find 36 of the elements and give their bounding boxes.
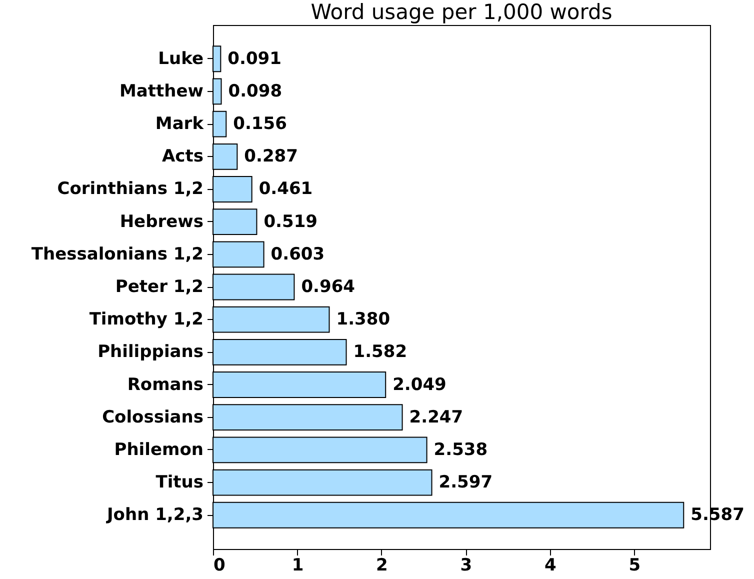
data-label: 0.091 xyxy=(228,48,282,69)
y-tick-label: Hebrews xyxy=(120,212,204,232)
data-label: 0.603 xyxy=(270,244,325,264)
data-label: 0.098 xyxy=(228,81,282,102)
y-tick-label: Mark xyxy=(155,114,204,134)
data-label: 2.247 xyxy=(409,407,464,428)
y-tick-label: Philippians xyxy=(98,342,204,362)
chart-title: Word usage per 1,000 words xyxy=(310,0,612,24)
data-label: 2.049 xyxy=(392,374,446,395)
data-label: 1.380 xyxy=(336,310,390,330)
y-tick-label: Titus xyxy=(156,472,204,493)
y-tick-label: Timothy 1,2 xyxy=(89,310,204,330)
y-tick-label: Luke xyxy=(158,48,204,69)
y-tick-label: Philemon xyxy=(114,440,204,460)
x-tick-label: 3 xyxy=(460,556,472,576)
y-tick-label: Romans xyxy=(127,374,204,395)
x-tick-label: 2 xyxy=(376,556,388,576)
data-label: 0.287 xyxy=(244,146,298,167)
data-label: 0.964 xyxy=(301,277,356,297)
x-tick-label: 0 xyxy=(214,556,226,576)
x-tick-label: 1 xyxy=(292,556,304,576)
y-tick-label: Peter 1,2 xyxy=(115,277,204,297)
data-label: 0.519 xyxy=(264,212,318,232)
data-label: 1.582 xyxy=(353,342,408,362)
x-tick-label: 4 xyxy=(544,556,557,576)
y-tick-label: Thessalonians 1,2 xyxy=(31,244,204,264)
data-label: 2.538 xyxy=(434,440,488,460)
y-tick-label: John 1,2,3 xyxy=(106,505,204,526)
y-tick-label: Colossians xyxy=(102,407,204,428)
data-label: 0.461 xyxy=(258,179,313,200)
y-tick-label: Acts xyxy=(162,146,204,167)
y-tick-label: Corinthians 1,2 xyxy=(57,179,204,200)
data-label: 2.597 xyxy=(438,472,493,493)
data-label: 0.156 xyxy=(233,114,287,134)
y-tick-label: Matthew xyxy=(120,81,204,102)
x-tick-label: 5 xyxy=(628,556,641,576)
